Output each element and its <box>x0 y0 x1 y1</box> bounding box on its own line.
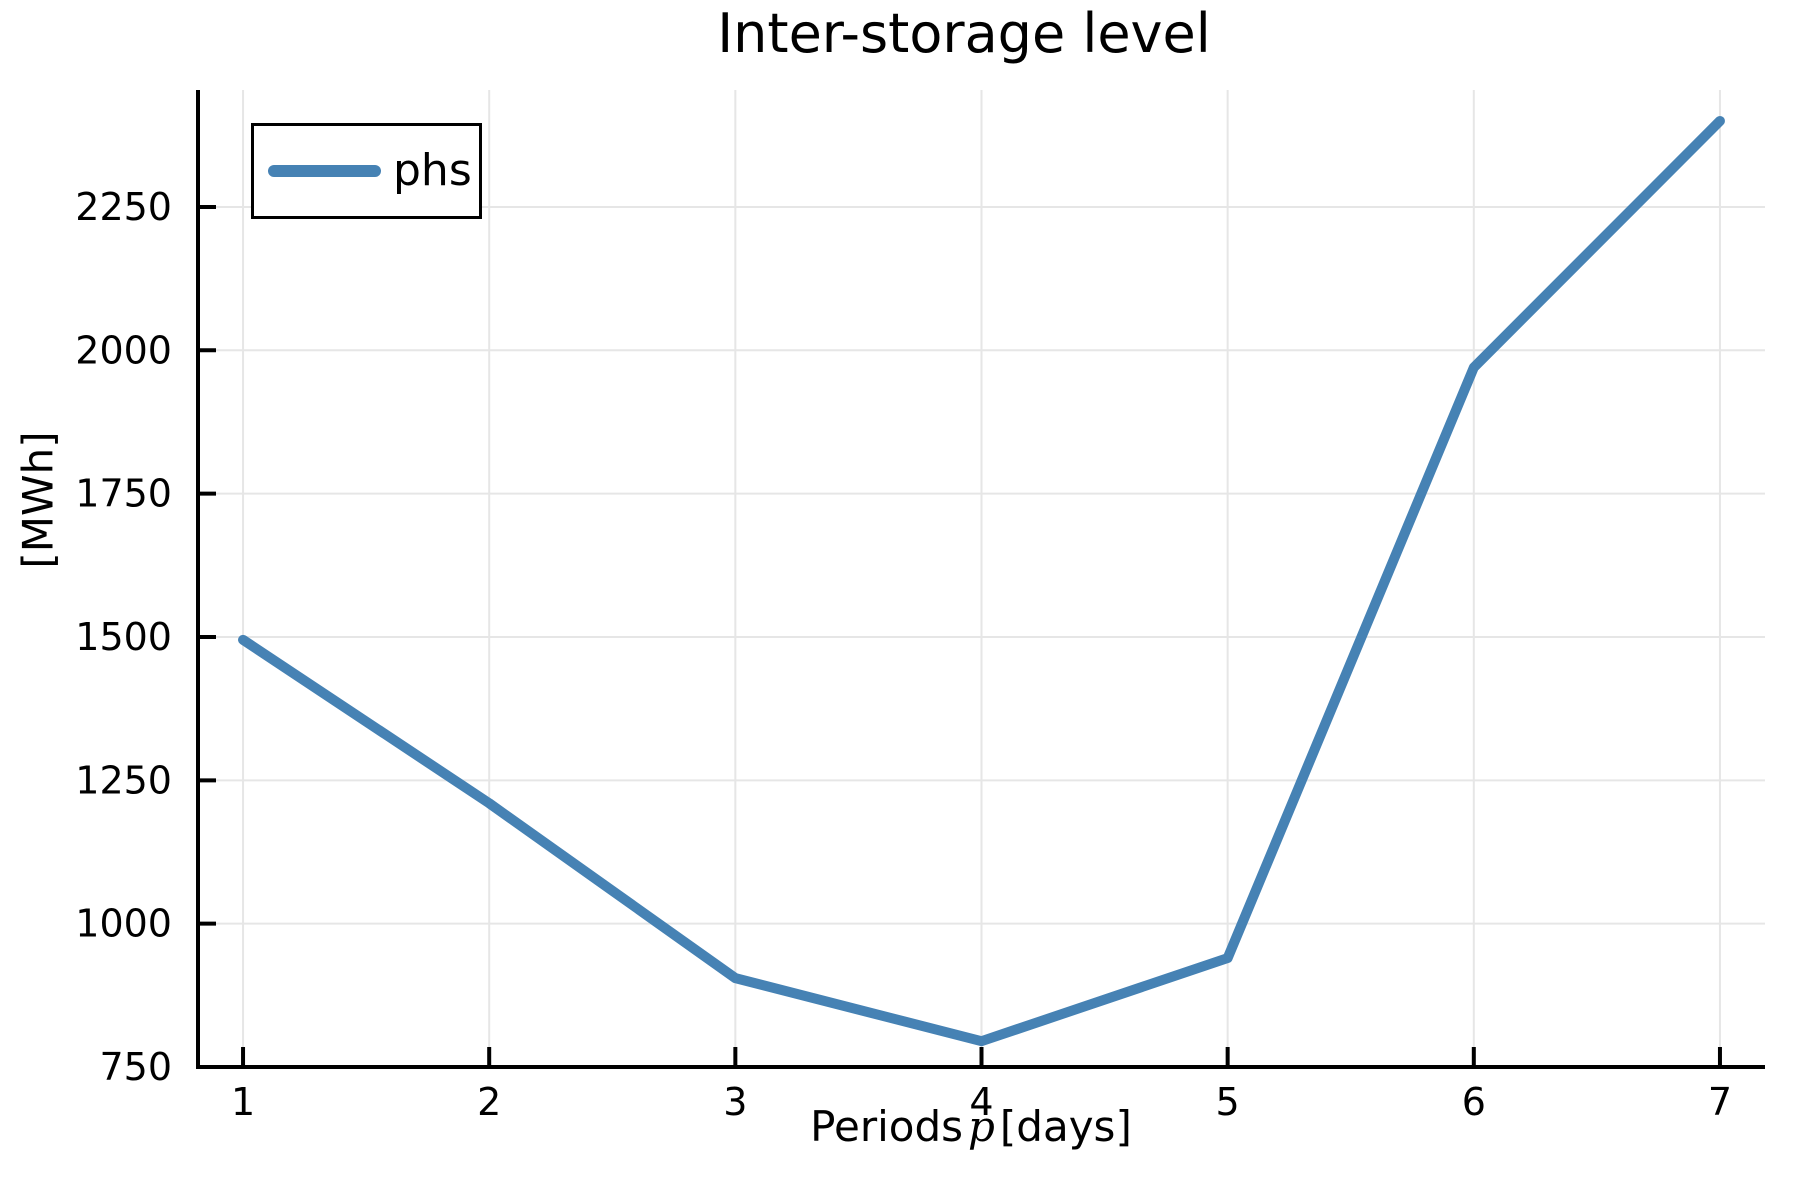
svg-text:3: 3 <box>723 1080 747 1124</box>
svg-text:4: 4 <box>969 1080 993 1124</box>
svg-text:2: 2 <box>477 1080 501 1124</box>
x-axis-label-math-symbol: p <box>968 1102 995 1151</box>
svg-text:1500: 1500 <box>75 615 172 659</box>
legend-line-sample <box>268 165 381 177</box>
svg-text:1: 1 <box>231 1080 255 1124</box>
chart-title: Inter-storage level <box>717 2 1211 65</box>
svg-text:750: 750 <box>99 1045 172 1089</box>
svg-text:2000: 2000 <box>75 328 172 372</box>
series-line-phs <box>238 115 1725 1047</box>
x-axis-label-suffix: [days] <box>999 1102 1132 1151</box>
svg-text:1250: 1250 <box>75 758 172 802</box>
legend: phs <box>251 123 482 219</box>
x-axis-label-prefix: Periods <box>810 1102 964 1151</box>
y-tick-labels: 750 1000 1250 1500 1750 2000 2250 <box>75 185 172 1089</box>
x-ticks <box>241 1047 1722 1067</box>
x-gridlines <box>242 90 1721 1067</box>
svg-text:6: 6 <box>1462 1080 1486 1124</box>
svg-text:1000: 1000 <box>75 902 172 946</box>
svg-text:5: 5 <box>1216 1080 1240 1124</box>
x-tick-labels: 1 2 3 4 5 6 7 <box>231 1080 1732 1124</box>
svg-text:2250: 2250 <box>75 185 172 229</box>
svg-text:1750: 1750 <box>75 472 172 516</box>
legend-label: phs <box>393 145 472 196</box>
svg-text:7: 7 <box>1708 1080 1732 1124</box>
y-ticks <box>198 204 216 1069</box>
x-axis-label: Periods p [days] <box>810 1102 1132 1151</box>
